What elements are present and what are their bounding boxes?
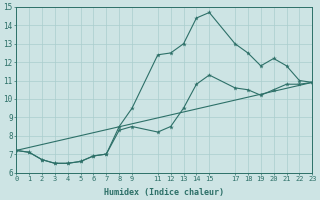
X-axis label: Humidex (Indice chaleur): Humidex (Indice chaleur) — [104, 188, 224, 197]
